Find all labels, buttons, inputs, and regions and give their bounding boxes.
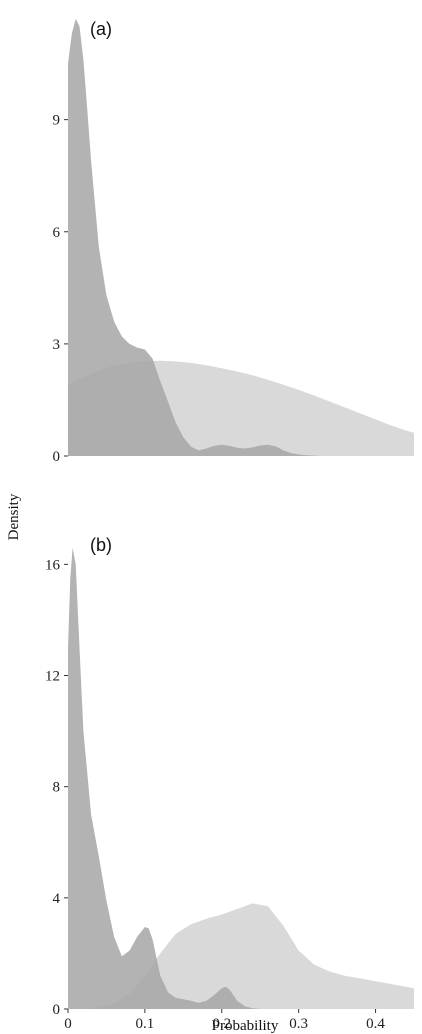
panel-b-x-tick-label: 0.1 <box>136 1016 155 1032</box>
panel-b-y-tick-label: 12 <box>45 669 60 685</box>
panel-b-x-tick-label: 0.3 <box>289 1016 308 1032</box>
panel-a-series-dark-area <box>68 18 330 456</box>
panel-a-y-tick-label: 0 <box>53 449 61 465</box>
panel-b-series-light-area <box>83 903 415 1009</box>
panel-b-x-tick-label: 0 <box>64 1016 72 1032</box>
panel-b-x-tick-label: 0.2 <box>212 1016 231 1032</box>
panel-a-y-tick-label: 6 <box>53 225 61 241</box>
panel-a-label: (a) <box>90 19 112 39</box>
panel-b-y-tick-label: 0 <box>53 1002 61 1018</box>
y-axis-label: Density <box>6 493 22 540</box>
panel-a-y-tick-label: 3 <box>53 337 61 353</box>
panel-a-y-tick-label: 9 <box>53 113 61 129</box>
panel-b-y-tick-label: 4 <box>53 891 61 907</box>
x-axis-label: Probability <box>212 1018 279 1034</box>
panel-b-x-tick-label: 0.4 <box>366 1016 385 1032</box>
panel-b-series-dark-area <box>68 547 261 1009</box>
panel-b-y-tick-label: 16 <box>45 557 61 573</box>
panel-a: 0 3 6 9 (a) <box>53 18 414 465</box>
panel-b-y-tick-label: 8 <box>53 780 61 796</box>
panel-b-label: (b) <box>90 535 112 555</box>
panel-b: 0 4 8 12 16 0 0.1 0.2 0.3 0.4 (b) <box>45 535 415 1032</box>
